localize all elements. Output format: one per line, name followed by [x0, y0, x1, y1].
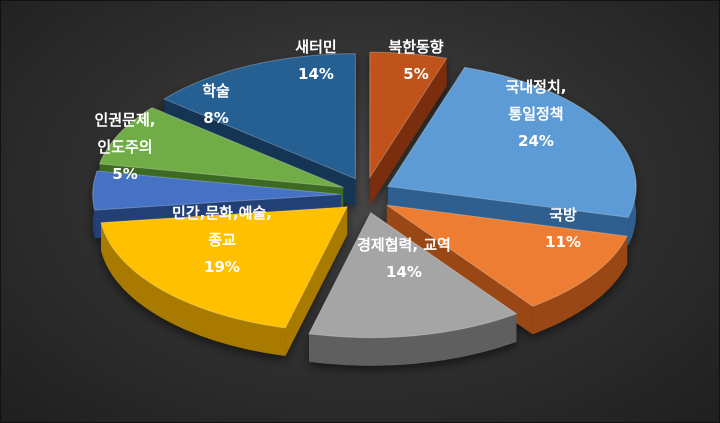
pie-slice: [369, 51, 448, 206]
pie-slice-top: [98, 107, 344, 188]
slice-value-label: 11%: [545, 233, 581, 251]
slice-category-label: 국내정치,: [506, 78, 567, 96]
pie-slice-side: [532, 236, 628, 335]
pie-slice: [308, 211, 518, 366]
slice-value-label: 8%: [203, 109, 228, 127]
slice-value-label: 14%: [386, 263, 422, 281]
pie-slice: [100, 206, 348, 356]
slice-value-label: 5%: [403, 65, 428, 83]
slice-category-label: 경제협력, 교역: [357, 236, 451, 254]
slice-category-label: 새터민: [295, 38, 336, 56]
slice-category-label: 북한동향: [388, 38, 443, 56]
pie-slice-top: [163, 53, 356, 180]
slice-category-label: 민간,문화,예술,: [172, 204, 272, 222]
slice-category-label: 종교: [208, 231, 236, 249]
slice-value-label: 14%: [298, 65, 334, 83]
pie-slice-top: [308, 211, 518, 339]
pie-slice-top: [92, 170, 341, 211]
slice-category-label: 인도주의: [97, 138, 152, 156]
pie-slice-side: [101, 222, 286, 356]
slice-value-label: 24%: [518, 132, 554, 150]
pie-slices: [92, 51, 637, 366]
slice-category-label: 인권문제,: [95, 111, 156, 129]
pie-slice-cut: [285, 206, 348, 356]
pie-slice-side: [309, 313, 517, 366]
slice-value-label: 5%: [112, 165, 137, 183]
pie-slice-top: [100, 206, 348, 329]
slice-category-label: 국방: [549, 206, 577, 224]
pie-slice-cut: [369, 58, 447, 206]
pie-slice-top: [369, 51, 448, 179]
pie-labels: 북한동향 5% 국내정치, 통일정책 24% 국방 11% 경제협력, 교역 14% 민간,문화,…: [95, 38, 581, 281]
slice-value-label: 19%: [204, 258, 240, 276]
slice-category-label: 통일정책: [508, 105, 563, 123]
pie-slice-top: [386, 204, 628, 307]
pie-slice-top: [387, 66, 637, 218]
slice-category-label: 학술: [202, 82, 230, 100]
